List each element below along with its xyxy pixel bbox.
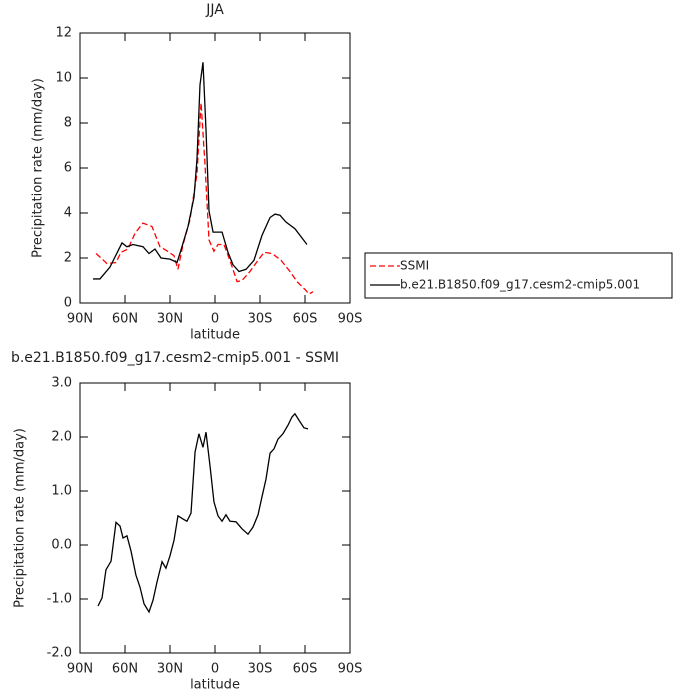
legend-label: b.e21.B1850.f09_g17.cesm2-cmip5.001 — [400, 278, 640, 292]
x-tick-label: 90N — [67, 312, 93, 327]
x-tick-label: 30N — [157, 312, 183, 327]
x-tick-label: 90S — [338, 312, 363, 327]
x-tick-label: 30N — [157, 662, 183, 677]
data-line — [95, 102, 314, 295]
x-tick-label: 60N — [112, 312, 138, 327]
x-axis-label: latitude — [190, 678, 240, 693]
y-tick-label: 0 — [64, 296, 72, 311]
x-tick-label: 60S — [293, 662, 318, 677]
x-tick-label: 30S — [248, 662, 273, 677]
plot-frame — [79, 32, 351, 304]
x-tick-label: 90N — [67, 662, 93, 677]
y-tick-label: 6 — [64, 161, 72, 176]
y-tick-label: 8 — [64, 116, 72, 131]
y-tick-label: 3.0 — [51, 376, 72, 391]
legend-label: SSMI — [400, 259, 429, 273]
y-tick-label: 12 — [55, 26, 72, 41]
chart-title: JJA — [205, 2, 224, 18]
x-tick-label: 60S — [293, 312, 318, 327]
y-tick-label: -2.0 — [47, 646, 72, 661]
y-tick-label: -1.0 — [47, 592, 72, 607]
y-tick-label: 2.0 — [51, 430, 72, 445]
y-tick-label: 2 — [64, 251, 72, 266]
y-tick-label: 0.0 — [51, 538, 72, 553]
x-tick-label: 0 — [211, 662, 219, 677]
data-line — [93, 62, 308, 280]
y-tick-label: 10 — [55, 71, 72, 86]
y-axis-label: Precipitation rate (mm/day) — [31, 78, 46, 258]
y-tick-label: 1.0 — [51, 484, 72, 499]
x-tick-label: 0 — [211, 312, 219, 327]
y-axis-label: Precipitation rate (mm/day) — [13, 428, 28, 608]
x-tick-label: 30S — [248, 312, 273, 327]
chart-title: b.e21.B1850.f09_g17.cesm2-cmip5.001 - SS… — [11, 350, 339, 366]
y-tick-label: 4 — [64, 206, 72, 221]
x-tick-label: 60N — [112, 662, 138, 677]
legend-box — [364, 252, 673, 299]
x-tick-label: 90S — [338, 662, 363, 677]
plot-frame — [79, 382, 351, 654]
data-line — [97, 412, 309, 614]
x-axis-label: latitude — [190, 328, 240, 343]
